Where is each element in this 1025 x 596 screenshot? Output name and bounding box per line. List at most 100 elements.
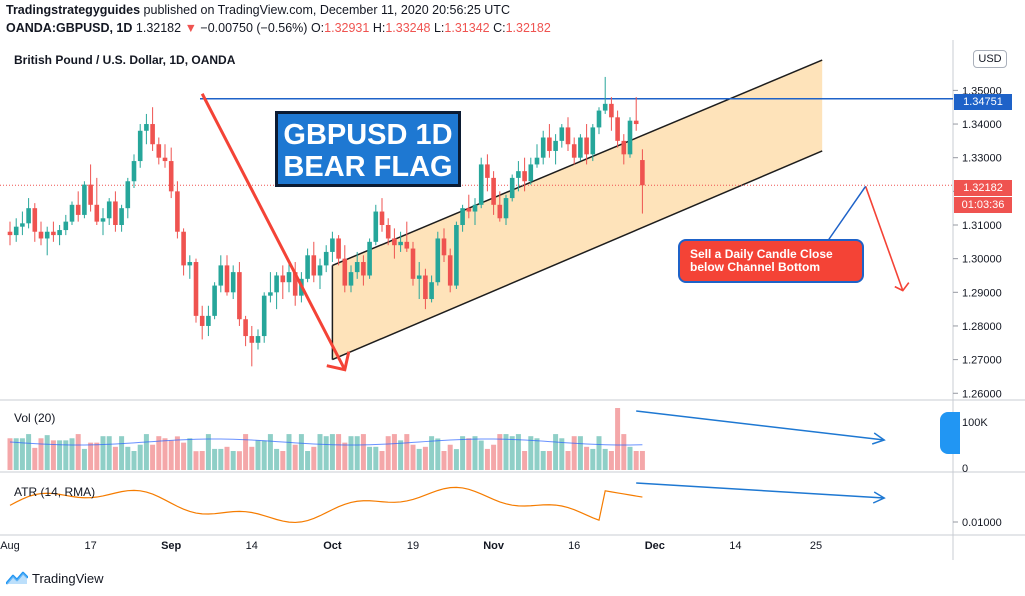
- candle-body: [596, 110, 602, 128]
- candle-body: [199, 315, 205, 326]
- candle-body: [94, 204, 100, 222]
- publisher-name[interactable]: Tradingstrategyguides: [6, 3, 141, 17]
- candle-body: [410, 248, 416, 279]
- close-label: C:: [493, 21, 506, 35]
- candle-body: [565, 127, 571, 145]
- chart-header: Tradingstrategyguides published on Tradi…: [0, 0, 1025, 40]
- volume-bar: [491, 444, 497, 470]
- volume-bar: [255, 440, 261, 470]
- candle-body: [311, 255, 317, 276]
- candle-body: [268, 292, 273, 296]
- volume-bar-spike: [615, 408, 621, 470]
- volume-bar: [348, 436, 354, 470]
- candle-body: [113, 201, 118, 225]
- candle-body: [330, 238, 335, 252]
- annotation-line-1: GBPUSD 1D: [283, 119, 453, 151]
- volume-bar: [26, 434, 32, 470]
- volume-bar: [150, 444, 156, 470]
- candle-body: [491, 177, 496, 205]
- volume-bar: [509, 436, 515, 470]
- sell-line-2: below Channel Bottom: [690, 260, 820, 274]
- candle-body: [571, 144, 577, 158]
- candle-body: [63, 221, 69, 231]
- projection-arrow: [864, 186, 904, 291]
- candle-body: [429, 282, 434, 300]
- volume-bar: [472, 436, 478, 470]
- volume-bar: [336, 434, 342, 470]
- candle-body: [509, 177, 515, 199]
- volume-bar: [174, 436, 180, 470]
- candle-body: [323, 251, 329, 266]
- volume-bar: [311, 446, 317, 470]
- candle-body: [528, 164, 534, 182]
- candle-body: [249, 336, 255, 343]
- candle-body: [292, 272, 298, 296]
- annotation-line-2: BEAR FLAG: [283, 151, 453, 183]
- candle-body: [441, 238, 447, 256]
- last-price-tag: 1.32182: [954, 180, 1012, 196]
- channel-bottom-line: [332, 150, 823, 361]
- volume-bar: [354, 436, 360, 470]
- volume-bar: [602, 448, 608, 470]
- footer-brand[interactable]: TradingView: [6, 568, 104, 588]
- candle-body: [187, 262, 193, 266]
- volume-bar: [422, 446, 428, 470]
- volume-bar: [236, 451, 242, 470]
- flagpole-arrowhead: [326, 351, 351, 372]
- volume-bar: [69, 438, 75, 470]
- volume-bar: [131, 451, 137, 470]
- x-tick-label: 25: [810, 540, 822, 552]
- bear-flag-annotation: GBPUSD 1D BEAR FLAG: [275, 111, 461, 187]
- volume-bar: [565, 451, 571, 470]
- volume-bar: [267, 434, 273, 470]
- horizontal-line-price-tag: 1.34751: [954, 94, 1012, 110]
- candle-body: [609, 103, 614, 118]
- candle-body: [7, 231, 13, 236]
- volume-bar: [88, 442, 94, 470]
- candle-body: [559, 127, 565, 141]
- callout-pointer: [827, 185, 867, 241]
- candle-body: [522, 171, 527, 182]
- candle-body: [454, 225, 459, 286]
- x-tick-label: 14: [246, 540, 258, 552]
- candle-body: [540, 137, 546, 158]
- volume-bar: [156, 436, 162, 470]
- candle-body: [100, 218, 106, 222]
- candle-body: [373, 211, 379, 242]
- volume-bar: [367, 446, 373, 470]
- volume-bar: [484, 448, 490, 470]
- currency-button[interactable]: USD: [973, 50, 1007, 68]
- volume-bar: [373, 446, 379, 470]
- atr-label[interactable]: ATR (14, RMA): [14, 485, 96, 499]
- candle-body: [305, 255, 310, 279]
- x-tick-label: Sep: [161, 540, 181, 552]
- volume-bar: [32, 447, 38, 470]
- symbol-label[interactable]: OANDA:GBPUSD, 1D: [6, 21, 133, 35]
- atr-trend-arrow: [636, 482, 885, 499]
- candle-body: [485, 164, 490, 178]
- volume-bar: [50, 440, 56, 470]
- volume-bar: [590, 448, 596, 470]
- candle-body: [44, 231, 50, 239]
- published-text: published on TradingView.com, December 1…: [143, 3, 510, 17]
- candle-body: [503, 198, 509, 219]
- volume-bar: [112, 446, 118, 470]
- volume-bar: [218, 448, 224, 470]
- volume-label[interactable]: Vol (20): [14, 411, 56, 425]
- candle-body: [119, 208, 124, 225]
- volume-bar: [379, 451, 385, 470]
- volume-trend-arrowhead: [871, 432, 886, 445]
- price-chart[interactable]: 1.350001.340001.330001.320001.310001.300…: [0, 40, 1025, 560]
- x-tick-label: 16: [568, 540, 580, 552]
- countdown-tag: 01:03:36: [954, 197, 1012, 213]
- candle-body: [131, 161, 137, 182]
- volume-bar: [503, 434, 509, 470]
- volume-bar: [398, 440, 404, 470]
- candle-body: [578, 137, 583, 158]
- side-panel-tab[interactable]: [940, 412, 960, 454]
- volume-bar: [329, 434, 335, 470]
- y-tick-label: 1.33000: [962, 153, 1002, 165]
- candle-body: [261, 295, 267, 337]
- sell-line-1: Sell a Daily Candle Close: [690, 247, 833, 261]
- volume-bar: [410, 444, 416, 470]
